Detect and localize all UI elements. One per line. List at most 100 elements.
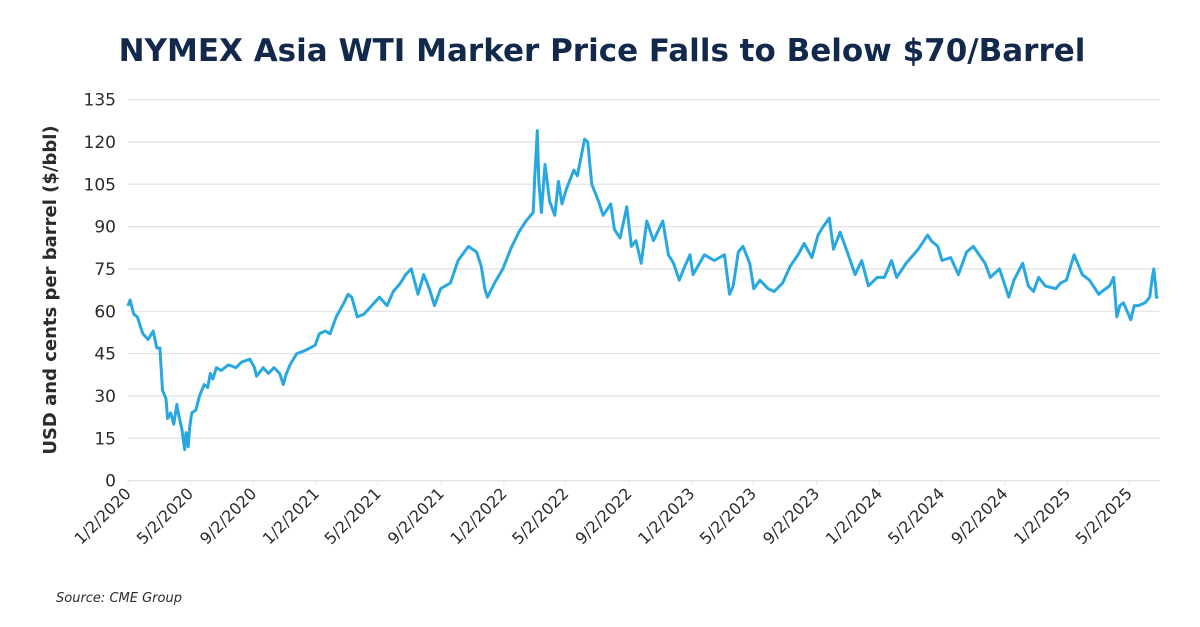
data-point <box>273 366 275 369</box>
data-point <box>185 431 187 434</box>
y-tick-label: 15 <box>94 429 116 449</box>
data-point <box>602 214 604 217</box>
data-point <box>692 273 694 276</box>
data-point <box>1013 279 1015 282</box>
data-point <box>1044 285 1047 287</box>
data-point <box>828 217 831 219</box>
data-point <box>536 129 539 132</box>
data-point <box>930 239 932 242</box>
data-point <box>597 200 600 202</box>
data-point <box>267 372 270 375</box>
data-point <box>661 220 664 222</box>
data-point <box>195 409 197 411</box>
data-point <box>748 262 751 265</box>
x-tick-label: 5/2/2023 <box>696 484 760 548</box>
data-point <box>854 273 856 276</box>
data-point <box>147 338 149 341</box>
data-point <box>1021 262 1024 265</box>
data-point <box>422 273 425 276</box>
data-point <box>553 214 556 217</box>
data-point <box>1097 293 1100 296</box>
y-tick-label: 105 <box>84 175 116 195</box>
data-point <box>533 177 536 180</box>
data-point <box>457 259 459 262</box>
data-point <box>1112 276 1115 279</box>
y-tick-label: 0 <box>105 472 116 492</box>
data-point <box>1151 276 1154 279</box>
data-point <box>883 276 886 279</box>
data-point <box>439 287 442 290</box>
data-point <box>350 296 353 298</box>
x-tick-label: 1/2/2024 <box>822 484 886 548</box>
data-point <box>532 211 534 214</box>
data-point <box>517 231 520 234</box>
data-point <box>343 302 345 304</box>
data-point <box>392 290 395 293</box>
data-point <box>1122 302 1125 304</box>
data-point <box>797 254 799 256</box>
data-point <box>723 254 726 256</box>
data-point <box>255 375 258 377</box>
data-point <box>640 262 642 265</box>
data-point <box>183 448 186 451</box>
x-axis-ticks: 1/2/20205/2/20209/2/20201/2/20215/2/2021… <box>71 480 1136 548</box>
data-point <box>572 169 575 171</box>
data-point <box>525 220 527 222</box>
data-point <box>1137 304 1140 307</box>
data-point <box>613 228 616 231</box>
y-tick-label: 135 <box>84 91 116 111</box>
data-point <box>742 245 744 248</box>
data-point <box>215 366 218 369</box>
data-point <box>1155 296 1158 298</box>
data-point <box>502 268 504 270</box>
data-point <box>672 262 675 265</box>
data-point <box>1059 282 1062 284</box>
data-point <box>846 251 849 253</box>
data-point <box>318 333 321 335</box>
data-point <box>1148 296 1151 298</box>
data-point <box>1065 279 1068 282</box>
x-tick-label: 5/2/2022 <box>508 484 572 548</box>
data-point <box>941 259 943 262</box>
x-tick-label: 1/2/2022 <box>446 484 510 548</box>
data-point <box>998 268 1001 270</box>
data-point <box>728 293 731 296</box>
data-point <box>166 417 169 420</box>
data-point <box>1027 285 1030 287</box>
data-point <box>486 296 489 298</box>
data-point <box>253 366 256 369</box>
data-point <box>176 403 178 406</box>
data-point <box>142 333 144 335</box>
data-point <box>198 395 201 397</box>
data-point <box>583 138 586 140</box>
data-point <box>1155 287 1157 290</box>
data-point <box>127 304 129 307</box>
data-point <box>410 268 413 270</box>
data-point <box>713 259 715 262</box>
data-point <box>324 330 327 332</box>
x-tick-label: 5/2/2025 <box>1072 484 1136 548</box>
source-note: Source: CME Group <box>56 591 182 606</box>
data-point <box>610 203 612 205</box>
data-point <box>867 285 870 287</box>
data-point <box>1081 273 1084 276</box>
data-point <box>652 239 655 242</box>
data-point <box>132 313 135 315</box>
data-point <box>467 245 470 248</box>
data-point <box>737 251 740 253</box>
x-tick-label: 1/2/2025 <box>1010 484 1074 548</box>
data-point <box>363 313 365 315</box>
data-point <box>839 231 841 234</box>
data-point <box>965 251 968 253</box>
data-point <box>635 239 637 242</box>
data-point <box>206 386 209 389</box>
x-tick-label: 1/2/2020 <box>71 484 135 548</box>
data-point <box>890 259 893 262</box>
data-point <box>188 426 191 428</box>
data-point <box>989 276 992 279</box>
x-tick-label: 9/2/2022 <box>571 484 635 548</box>
y-tick-label: 75 <box>94 260 116 280</box>
y-axis-label: USD and cents per barrel ($/bbl) <box>40 125 61 454</box>
data-point <box>811 256 813 259</box>
